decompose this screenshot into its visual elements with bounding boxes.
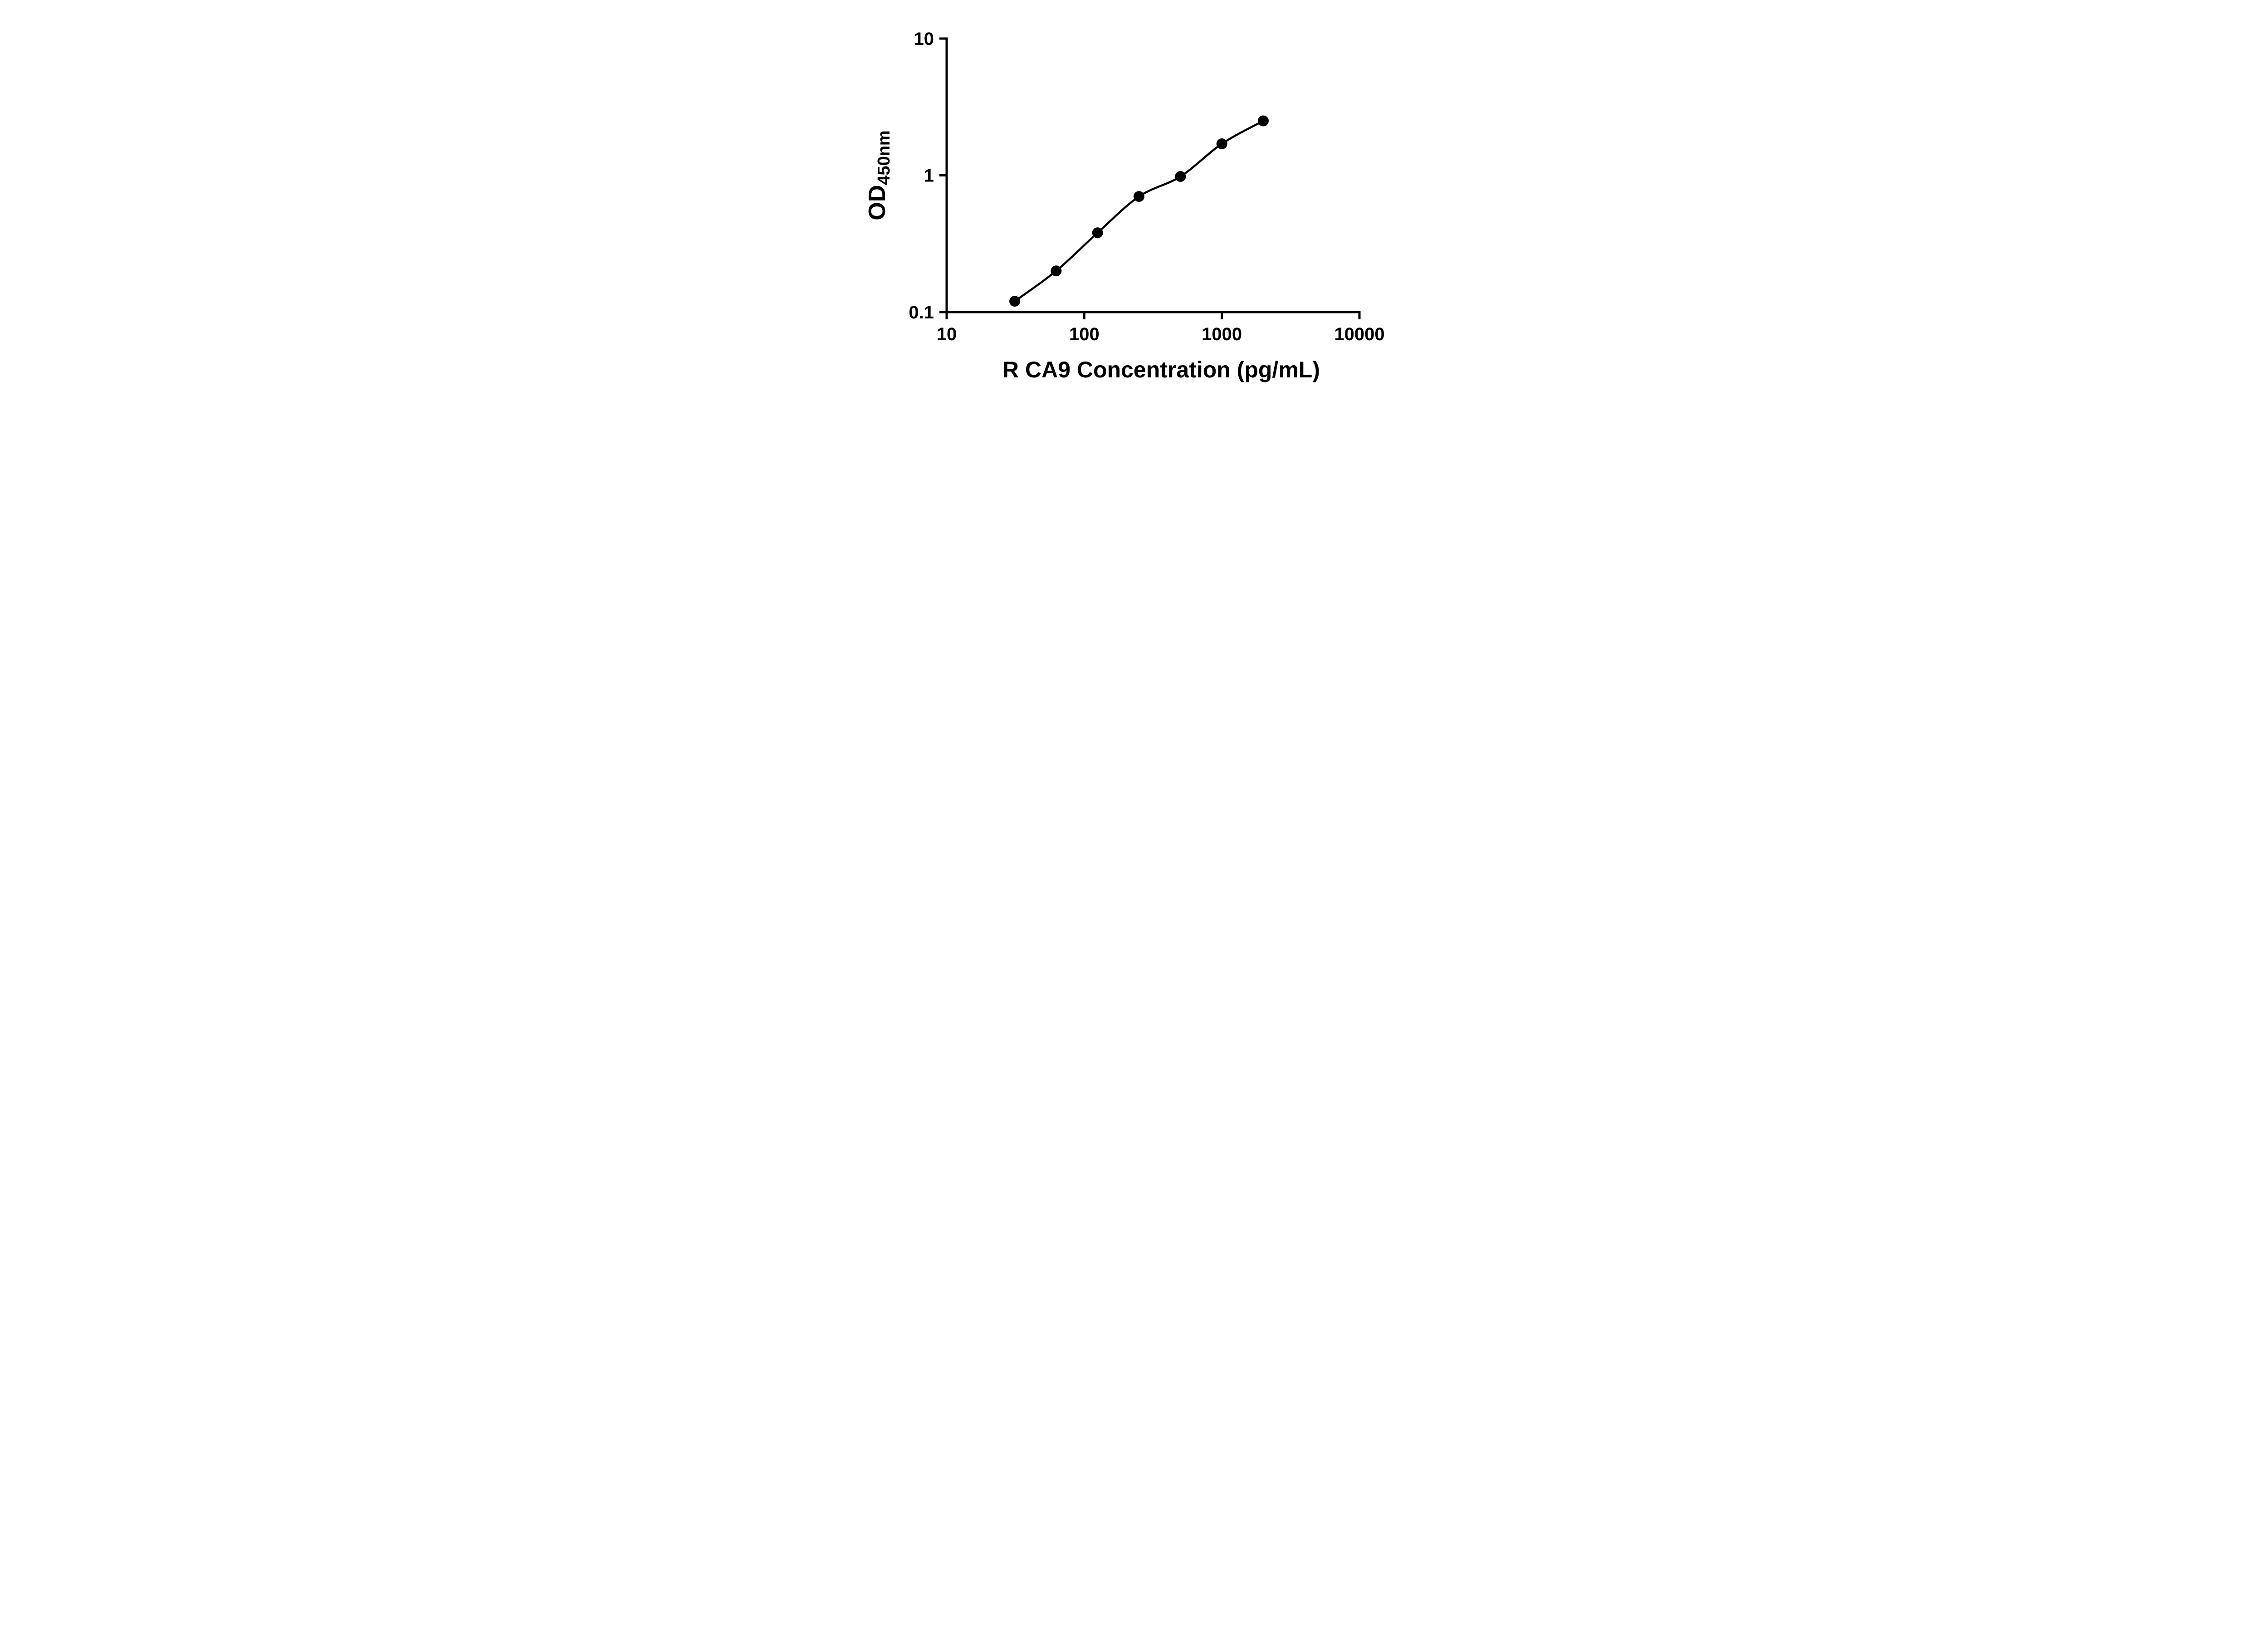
y-tick-label: 10 (914, 29, 934, 49)
y-tick-label: 1 (924, 166, 934, 186)
data-point (1134, 191, 1144, 202)
y-axis-title: OD450nm (864, 130, 894, 220)
standard-curve-figure: 10 100 1000 10000 0.1 1 10 R CA9 Concentration … (848, 0, 1420, 408)
chart-svg: 10 100 1000 10000 0.1 1 10 R CA9 Concentration … (848, 0, 1420, 408)
x-tick-label: 1000 (1202, 324, 1242, 344)
data-point (1258, 115, 1269, 127)
data-point (1175, 171, 1186, 182)
data-point (1009, 296, 1021, 307)
axes-spine (945, 37, 1361, 313)
x-axis-title: R CA9 Concentration (pg/mL) (1002, 357, 1320, 382)
data-point (1216, 138, 1227, 149)
x-tick-label: 10 (937, 324, 957, 344)
y-tick-label: 0.1 (909, 303, 934, 323)
data-point (1051, 265, 1062, 277)
x-tick-label: 100 (1069, 324, 1100, 344)
x-tick-label: 10000 (1334, 324, 1384, 344)
data-point (1092, 227, 1103, 239)
